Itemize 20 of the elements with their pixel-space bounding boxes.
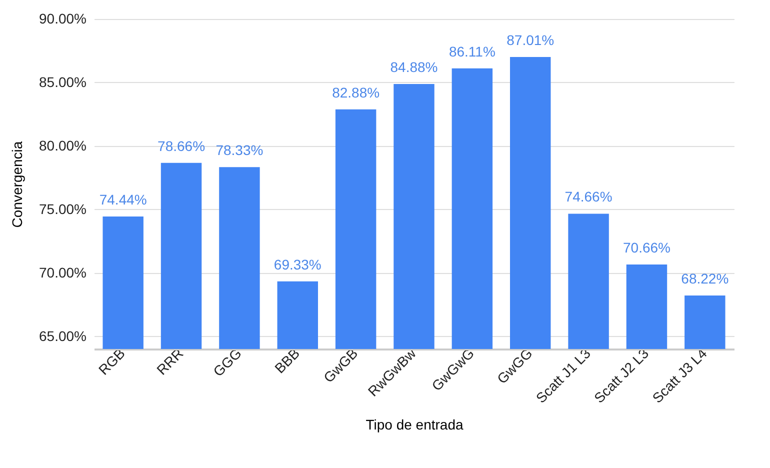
data-label: 87.01% [506, 32, 554, 48]
x-axis-title: Tipo de entrada [366, 416, 464, 433]
data-label: 82.88% [332, 84, 380, 100]
y-tick-label: 75.00% [39, 200, 86, 217]
x-tick-label: BBB [271, 345, 303, 376]
data-label: 74.44% [99, 191, 147, 208]
y-tick-label: 90.00% [39, 10, 86, 26]
data-label: 78.66% [158, 138, 206, 154]
data-label: 69.33% [274, 256, 322, 272]
data-label: 68.22% [681, 270, 729, 286]
data-label: 74.66% [564, 188, 612, 205]
data-label: 70.66% [622, 239, 670, 256]
data-label: 84.88% [390, 58, 438, 75]
y-tick-label: 65.00% [39, 328, 86, 344]
data-label: 86.11% [448, 43, 496, 60]
data-label: 78.33% [216, 142, 264, 158]
y-axis-title: Convergencia [9, 141, 26, 228]
y-tick-label: 85.00% [39, 74, 86, 90]
y-tick-label: 80.00% [39, 137, 86, 154]
y-tick-label: 70.00% [39, 264, 86, 280]
